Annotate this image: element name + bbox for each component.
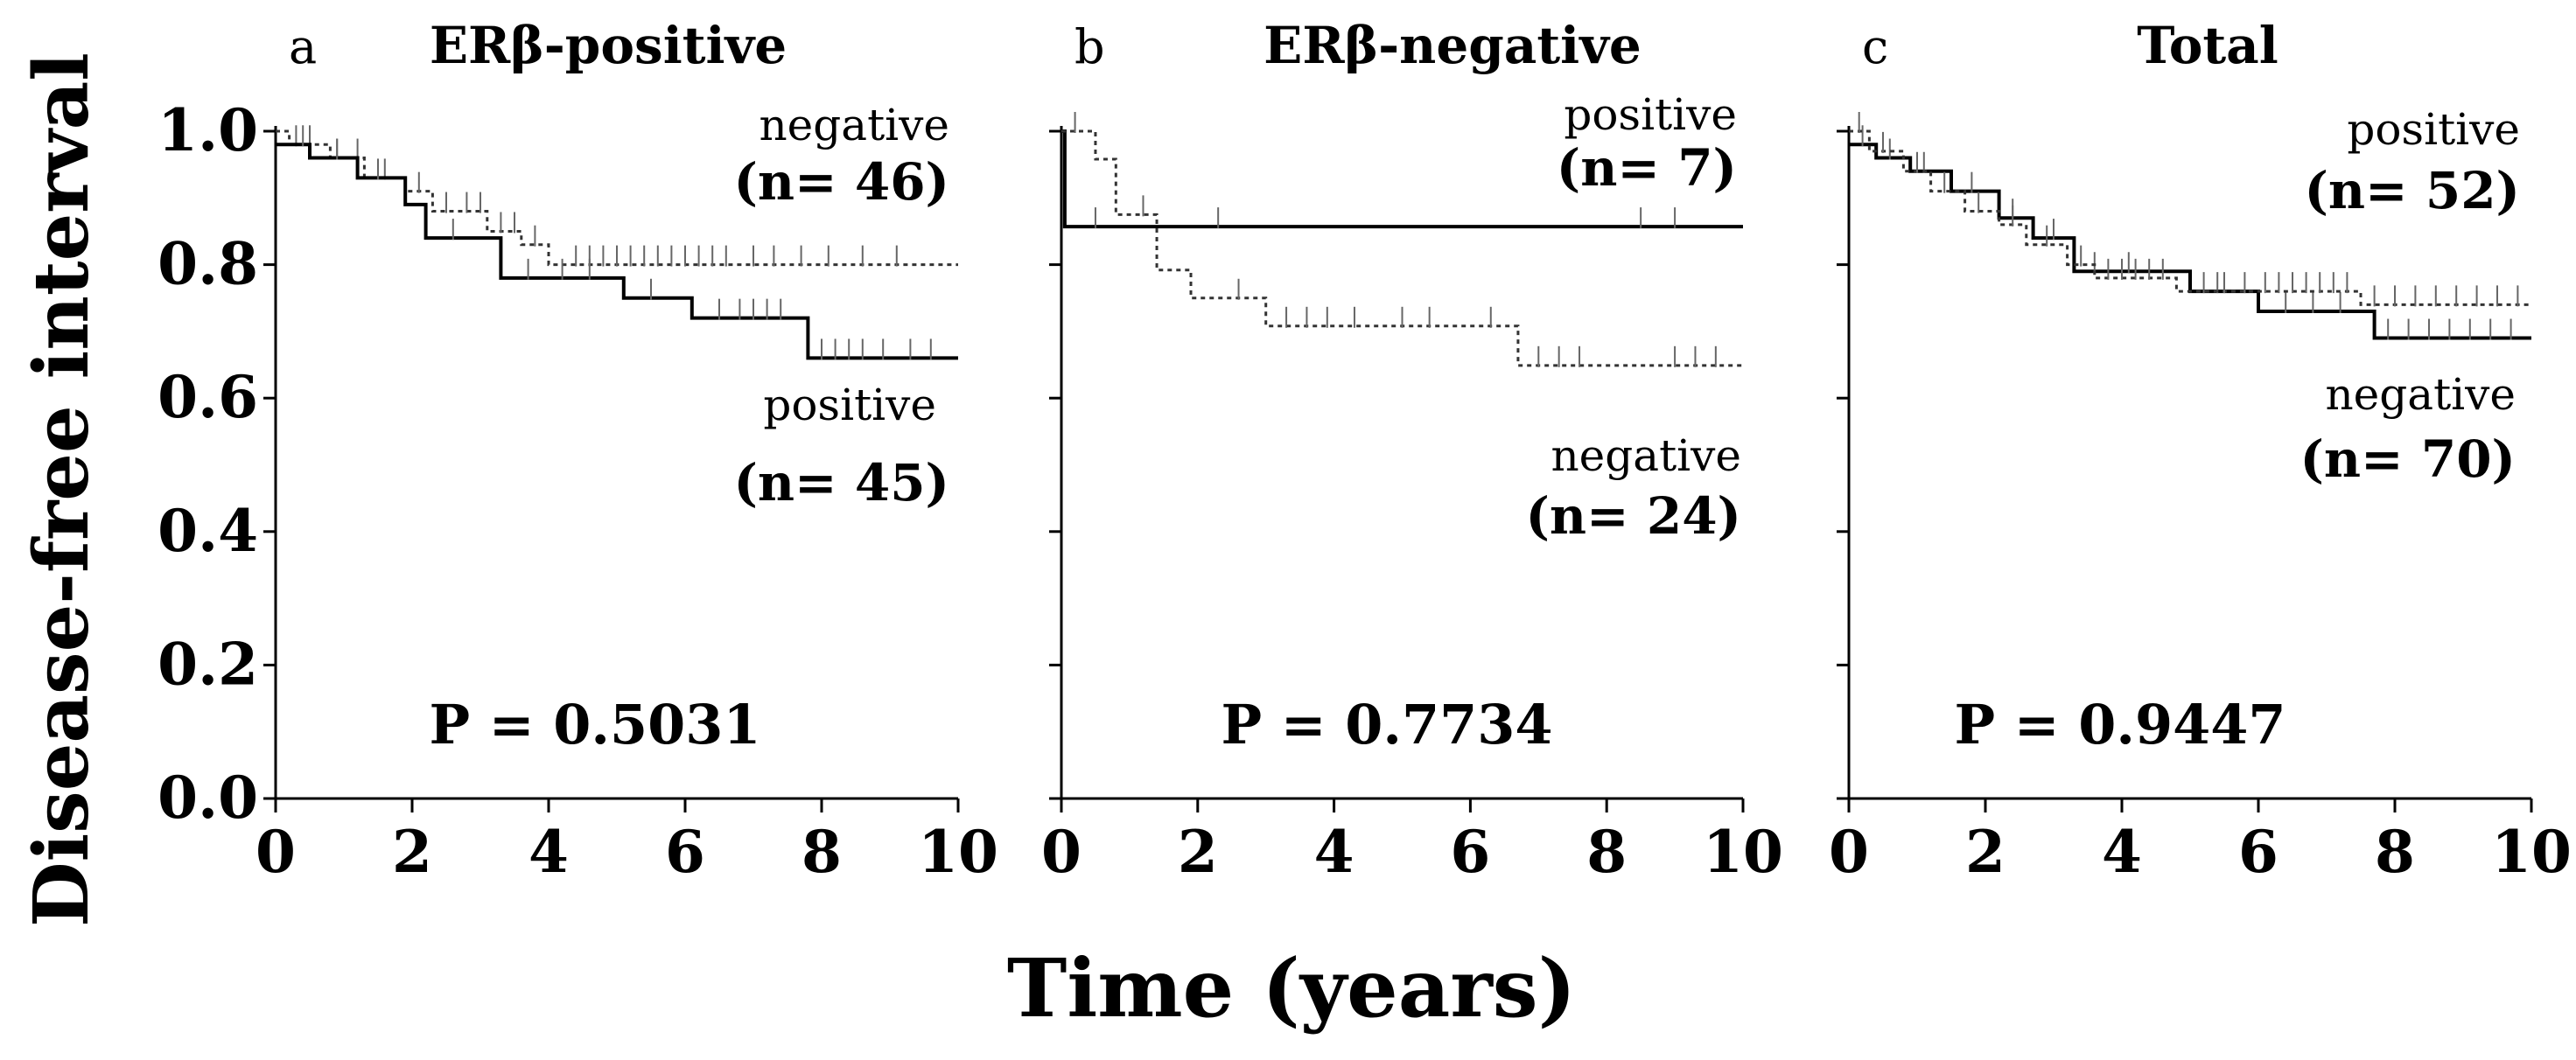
panel-a-legend-top-label: negative xyxy=(759,100,949,150)
panel-c-letter: c xyxy=(1862,19,1888,74)
panel-c-legend-top-label: positive xyxy=(2347,104,2520,155)
x-tick-label: 4 xyxy=(1314,818,1354,886)
panel-b-curve-negative xyxy=(1061,129,1743,367)
x-tick-label: 6 xyxy=(2238,818,2278,886)
x-tick-label: 2 xyxy=(1178,818,1218,886)
x-tick-label: 8 xyxy=(2375,818,2415,886)
panel-b-legend-bottom-label: negative xyxy=(1550,430,1741,481)
panel-a-legend-bottom-label: positive xyxy=(763,380,936,430)
y-tick-label: 0.4 xyxy=(158,497,258,565)
x-tick-label: 6 xyxy=(1450,818,1490,886)
panel-b-p-value: P = 0.7734 xyxy=(1221,693,1552,757)
x-tick-label: 8 xyxy=(1586,818,1627,886)
y-axis-label: Disease-free interval xyxy=(18,52,106,927)
x-tick-label: 4 xyxy=(2102,818,2142,886)
panel-a-letter: a xyxy=(289,19,317,74)
panel-c-legend-bottom-n: (n= 70) xyxy=(2300,429,2516,489)
x-tick-label: 2 xyxy=(1965,818,2006,886)
panel-a-title: ERβ-positive xyxy=(430,16,787,75)
y-tick-label: 0.0 xyxy=(158,764,258,832)
x-tick-label: 0 xyxy=(1041,818,1082,886)
panel-b-legend-top-label: positive xyxy=(1564,89,1737,140)
panel-c: c Total positive (n= 52) negative (n= 70… xyxy=(1829,16,2572,886)
x-tick-label: 8 xyxy=(802,818,842,886)
panel-c-legend-top-n: (n= 52) xyxy=(2304,161,2520,220)
panel-c-curve-positive xyxy=(1849,143,2531,340)
panel-c-p-value: P = 0.9447 xyxy=(1954,693,2286,757)
x-tick-label: 2 xyxy=(392,818,432,886)
x-tick-label: 10 xyxy=(2491,818,2572,886)
panel-b-title: ERβ-negative xyxy=(1264,16,1642,75)
panel-a-p-value: P = 0.5031 xyxy=(429,693,760,757)
y-tick-label: 1.0 xyxy=(158,96,258,164)
panel-a-legend-top-n: (n= 46) xyxy=(733,152,949,212)
panel-b-legend-top-n: (n= 7) xyxy=(1557,138,1737,198)
panel-b: b ERβ-negative positive (n= 7) negative … xyxy=(1041,16,1783,886)
x-tick-label: 4 xyxy=(528,818,569,886)
y-tick-label: 0.2 xyxy=(158,630,258,698)
x-tick-label: 0 xyxy=(256,818,296,886)
x-axis-label: Time (years) xyxy=(1007,941,1576,1036)
y-tick-label: 0.8 xyxy=(158,230,258,298)
x-tick-label: 0 xyxy=(1829,818,1869,886)
panel-a-legend-bottom-n: (n= 45) xyxy=(733,453,949,513)
x-tick-label: 10 xyxy=(1703,818,1783,886)
x-tick-label: 10 xyxy=(918,818,998,886)
panel-c-legend-bottom-label: negative xyxy=(2325,369,2516,420)
panel-a: a ERβ-positive negative (n= 46) positive… xyxy=(158,16,998,886)
panel-b-letter: b xyxy=(1074,19,1105,74)
panel-a-curve-positive xyxy=(276,143,958,360)
x-tick-label: 6 xyxy=(665,818,705,886)
y-tick-label: 0.6 xyxy=(158,363,258,431)
panel-c-title: Total xyxy=(2137,16,2278,75)
panel-b-legend-bottom-n: (n= 24) xyxy=(1525,486,1741,546)
